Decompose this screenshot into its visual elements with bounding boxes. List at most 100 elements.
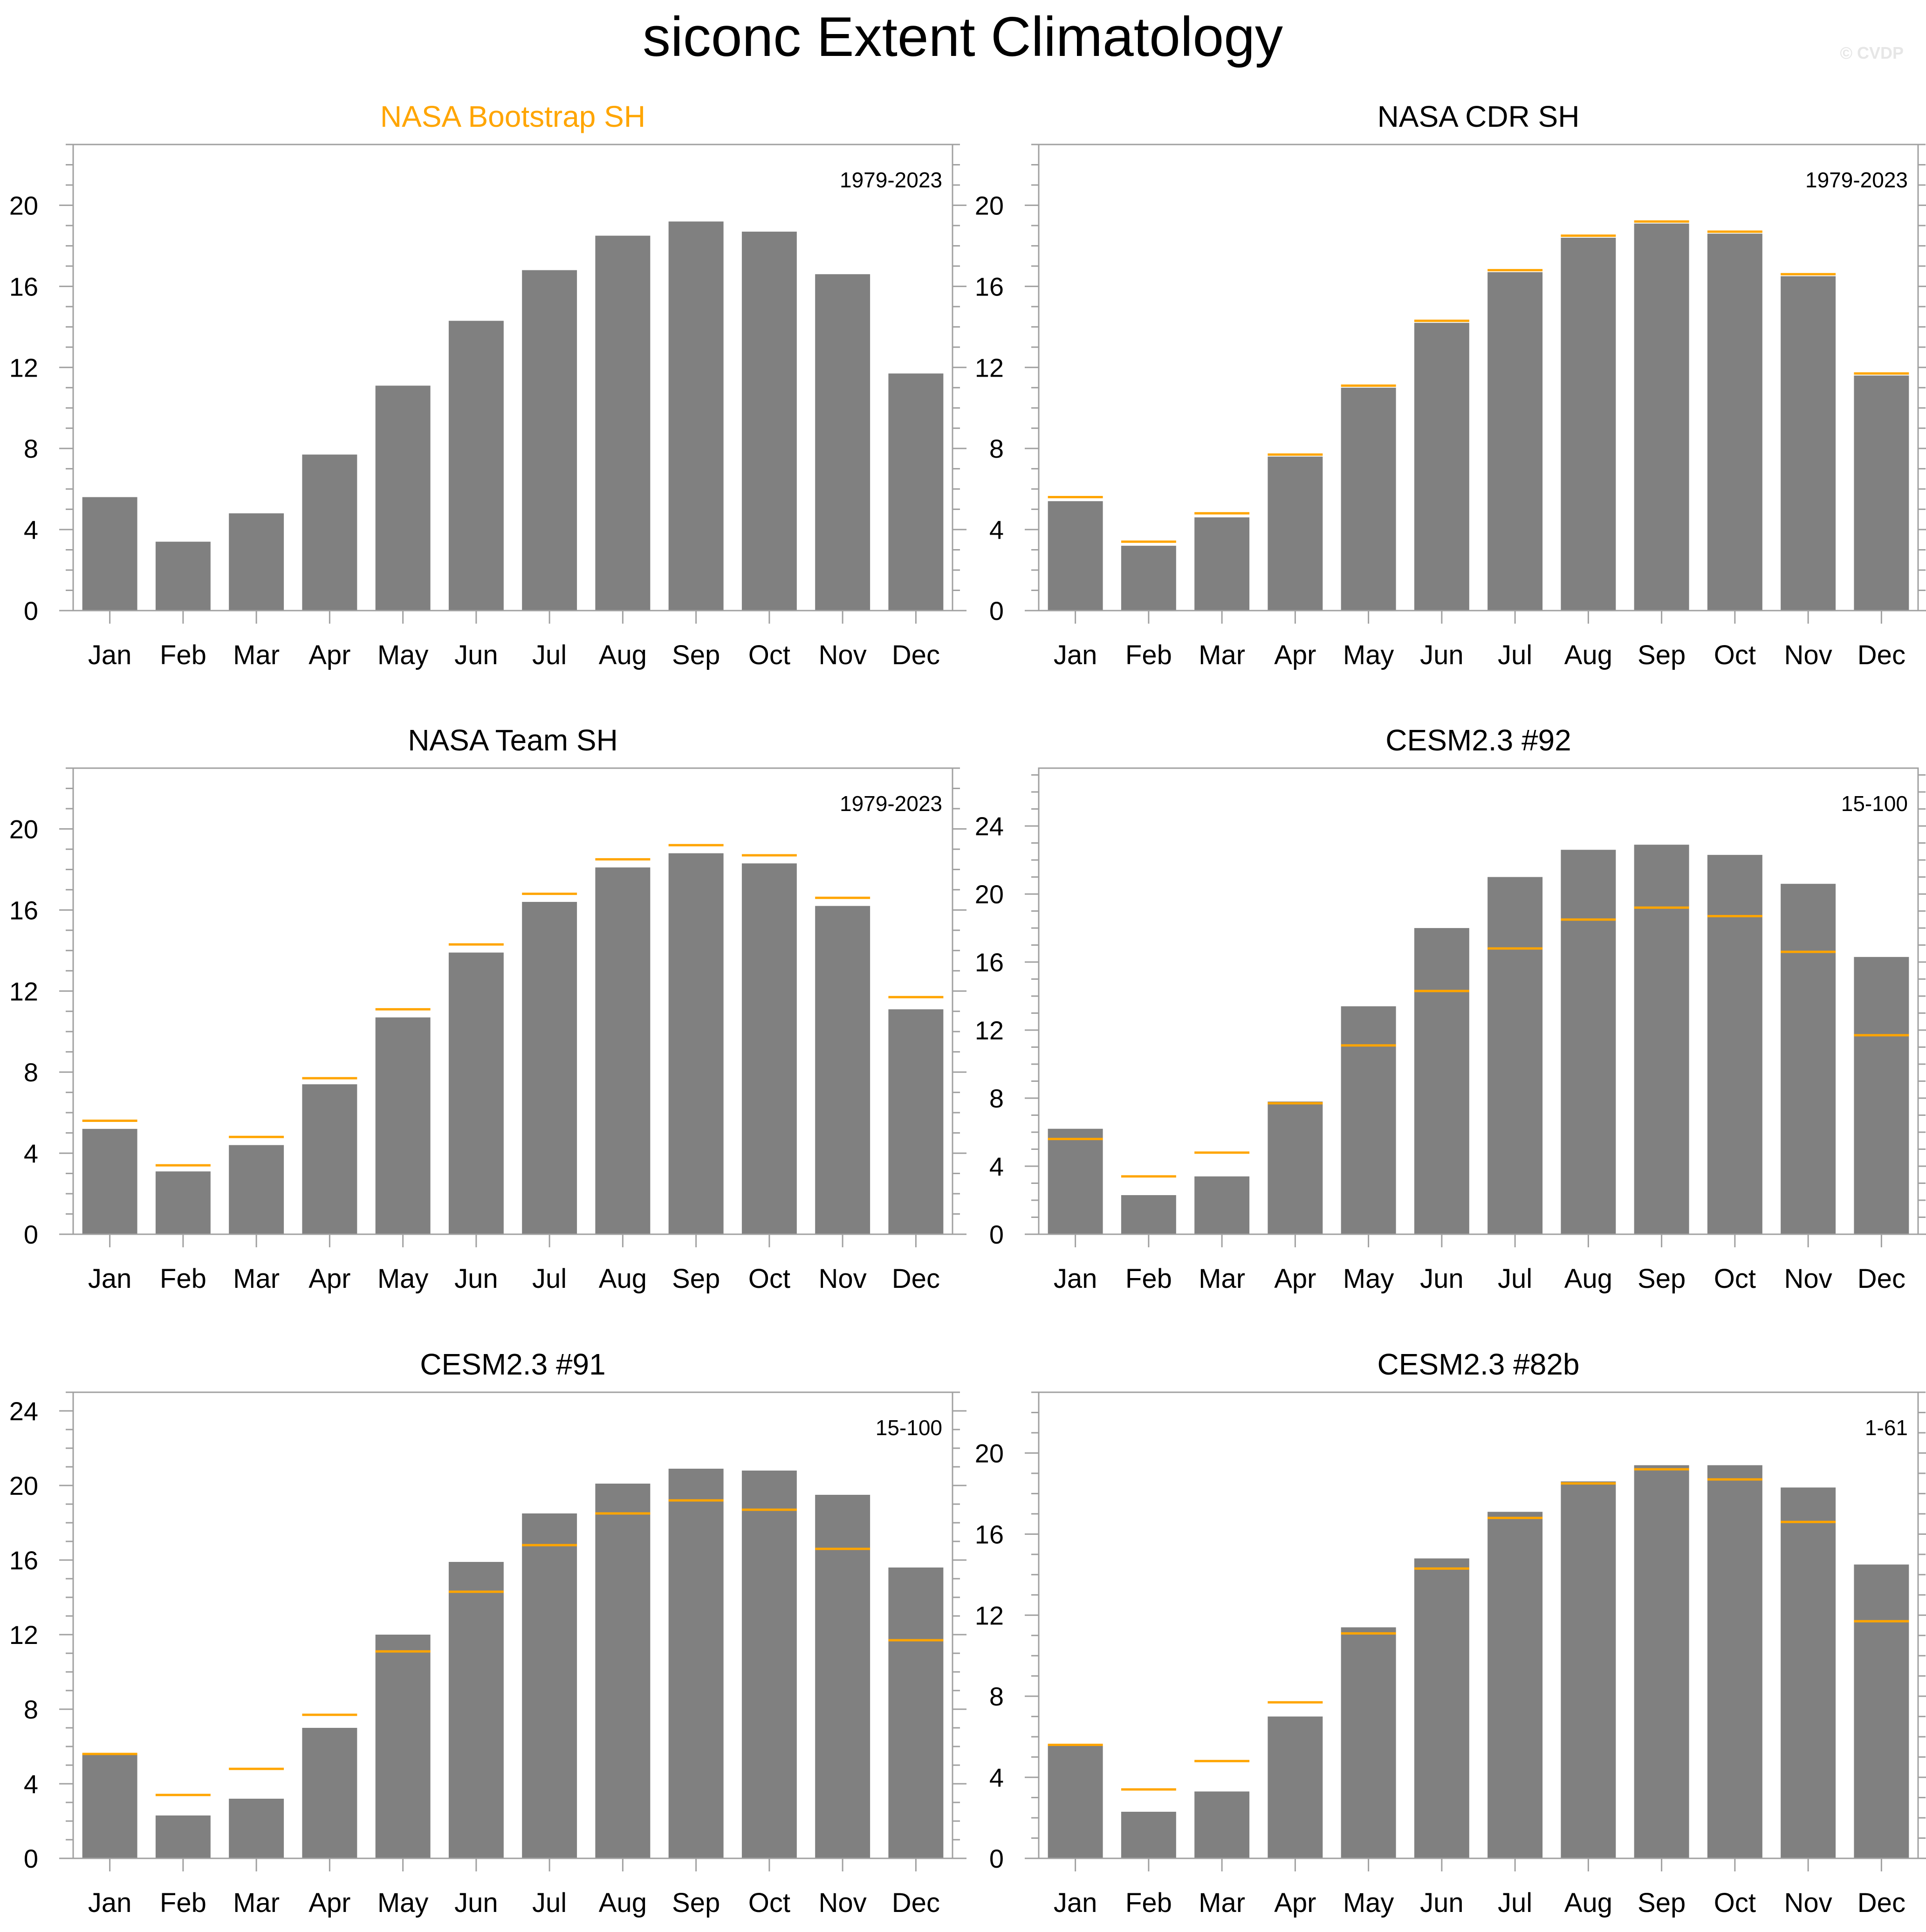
bar-aug (595, 1484, 651, 1858)
x-tick-label-may: May (377, 1888, 429, 1918)
x-tick-label-nov: Nov (819, 640, 867, 670)
bar-aug (595, 235, 651, 611)
x-tick-label-oct: Oct (748, 640, 790, 670)
bar-may (1341, 1006, 1396, 1234)
bar-mar (229, 1799, 284, 1858)
x-tick-label-aug: Aug (599, 640, 647, 670)
chart-panel: NASA CDR SH 1979-2023 0 4 8 12 16 20 Jan Feb Mar Ap… (975, 100, 1926, 670)
y-tick-label: 8 (24, 1695, 38, 1724)
x-tick-label-mar: Mar (1199, 1264, 1245, 1294)
y-tick-label: 4 (24, 1139, 38, 1168)
bar-aug (1561, 238, 1616, 611)
x-tick-label-dec: Dec (1857, 1264, 1905, 1294)
x-tick-label-jul: Jul (1498, 1888, 1532, 1918)
bar-feb (1121, 1195, 1176, 1234)
x-tick-label-may: May (377, 640, 429, 670)
y-tick-label: 12 (975, 353, 1004, 382)
bar-may (1341, 1627, 1396, 1858)
bar-sep (668, 221, 724, 611)
x-tick-label-feb: Feb (1125, 1888, 1172, 1918)
bar-jun (448, 321, 504, 611)
bar-dec (1854, 1564, 1909, 1858)
x-tick-label-jun: Jun (454, 1264, 498, 1294)
x-tick-label-dec: Dec (1857, 640, 1905, 670)
bar-nov (815, 274, 870, 611)
chart-panel: CESM2.3 #92 15-100 0 4 8 12 16 20 24 Jan Feb Mar Apr… (975, 723, 1926, 1294)
x-tick-label-nov: Nov (1784, 1888, 1832, 1918)
y-tick-label: 0 (24, 596, 38, 626)
bar-dec (1854, 957, 1909, 1234)
bar-apr (1268, 456, 1323, 611)
bar-nov (1781, 884, 1836, 1234)
x-tick-label-apr: Apr (1274, 1264, 1316, 1294)
x-tick-label-may: May (1343, 1888, 1394, 1918)
chart-panel: CESM2.3 #91 15-100 0 4 8 12 16 20 24 Jan Feb Mar Apr… (9, 1348, 966, 1918)
bar-jan (82, 1128, 137, 1234)
x-tick-label-oct: Oct (1714, 640, 1756, 670)
bar-sep (668, 853, 724, 1234)
plot-frame (1038, 767, 1919, 1235)
x-tick-label-jun: Jun (1420, 640, 1464, 670)
x-tick-label-sep: Sep (672, 1888, 720, 1918)
x-tick-label-may: May (1343, 640, 1394, 670)
panel-title: CESM2.3 #92 (1385, 723, 1571, 757)
y-tick-label: 20 (9, 1471, 38, 1500)
bar-jun (1414, 1558, 1469, 1858)
x-tick-label-mar: Mar (233, 1888, 280, 1918)
y-tick-label: 4 (24, 515, 38, 544)
x-tick-label-mar: Mar (1199, 640, 1245, 670)
y-tick-label: 8 (989, 1084, 1004, 1113)
x-tick-label-jan: Jan (1054, 1264, 1097, 1294)
bar-mar (229, 513, 284, 611)
bar-apr (302, 1728, 357, 1858)
x-tick-label-aug: Aug (1564, 1888, 1612, 1918)
x-tick-label-jul: Jul (532, 1888, 567, 1918)
panel-title: NASA Bootstrap SH (380, 100, 645, 133)
x-tick-label-jun: Jun (454, 640, 498, 670)
bar-mar (1194, 517, 1250, 611)
x-tick-label-sep: Sep (1638, 1264, 1686, 1294)
x-tick-label-jul: Jul (532, 1264, 567, 1294)
bar-apr (302, 1084, 357, 1234)
x-tick-label-jan: Jan (1054, 640, 1097, 670)
x-tick-label-jul: Jul (532, 640, 567, 670)
bar-apr (1268, 1101, 1323, 1234)
bar-nov (1781, 276, 1836, 611)
x-tick-label-sep: Sep (1638, 1888, 1686, 1918)
x-tick-label-oct: Oct (1714, 1888, 1756, 1918)
y-tick-label: 16 (975, 948, 1004, 977)
y-tick-label: 16 (975, 1519, 1004, 1549)
bar-jun (448, 952, 504, 1234)
y-tick-label: 4 (989, 1152, 1004, 1181)
x-tick-label-apr: Apr (308, 1888, 350, 1918)
bar-mar (1194, 1176, 1250, 1234)
y-tick-label: 16 (9, 1546, 38, 1575)
chart-panel: NASA Bootstrap SH 1979-2023 0 4 8 12 16 20 Jan Fe… (9, 100, 966, 670)
x-tick-label-apr: Apr (308, 1264, 350, 1294)
y-tick-label: 20 (975, 1438, 1004, 1468)
bar-aug (1561, 1481, 1616, 1858)
bar-jan (1048, 1128, 1103, 1234)
bar-jan (1048, 501, 1103, 611)
y-tick-label: 4 (989, 1763, 1004, 1792)
figure-title: siconc Extent Climatology (643, 6, 1283, 68)
y-tick-label: 0 (989, 1844, 1004, 1873)
x-tick-label-nov: Nov (1784, 640, 1832, 670)
y-tick-label: 4 (989, 515, 1004, 544)
bar-jan (82, 1754, 137, 1858)
bar-nov (815, 906, 870, 1234)
x-tick-label-apr: Apr (1274, 1888, 1316, 1918)
bar-jul (1487, 272, 1543, 611)
x-tick-label-jun: Jun (454, 1888, 498, 1918)
bar-feb (155, 1171, 211, 1234)
y-tick-label: 0 (24, 1844, 38, 1873)
period-label: 1-61 (1865, 1416, 1908, 1440)
chart-panel: NASA Team SH 1979-2023 0 4 8 12 16 20 Jan Feb Mar A… (9, 723, 966, 1294)
bar-jul (522, 270, 577, 611)
bar-oct (1707, 1465, 1762, 1858)
x-tick-label-apr: Apr (1274, 640, 1316, 670)
plot-frame (72, 767, 953, 1235)
bar-jul (522, 1513, 577, 1858)
y-tick-label: 8 (989, 434, 1004, 463)
